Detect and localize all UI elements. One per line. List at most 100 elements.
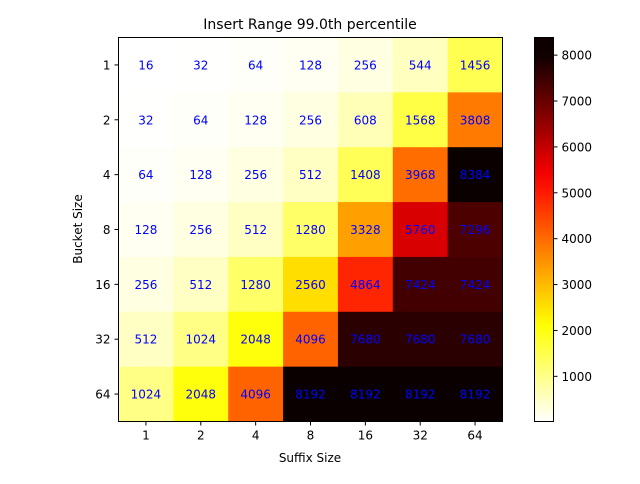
heatmap-cell <box>228 92 284 148</box>
cell-value-label: 512 <box>134 333 157 347</box>
heatmap-cell <box>118 256 174 313</box>
heatmap-cell <box>228 256 284 313</box>
heatmap-cell <box>337 147 394 203</box>
heatmap-cell <box>173 202 229 258</box>
heatmap-cell <box>337 92 394 148</box>
cell-value-label: 128 <box>299 58 322 72</box>
heatmap-cell <box>337 202 394 258</box>
x-tick-label: 1 <box>142 429 150 443</box>
heatmap-cell <box>392 256 449 313</box>
cell-value-label: 128 <box>134 223 157 237</box>
heatmap-cell <box>392 366 449 422</box>
y-axis-ticks: 1 2 4 8 16 32 64 <box>95 58 119 402</box>
colorbar-tick-label: 2000 <box>562 324 593 338</box>
y-tick-label: 2 <box>103 113 111 127</box>
cell-value-label: 2560 <box>295 278 326 292</box>
heatmap-cell <box>228 147 284 203</box>
heatmap-cell <box>283 256 339 313</box>
colorbar-tick-label: 8000 <box>562 49 593 63</box>
y-tick-label: 1 <box>103 58 111 72</box>
heatmap-cell <box>392 37 449 93</box>
heatmap-cell <box>337 311 394 368</box>
colorbar-tick-label: 7000 <box>562 95 593 109</box>
cell-value-label: 8192 <box>350 388 381 402</box>
cell-value-label: 128 <box>244 113 267 127</box>
heatmap-cell <box>118 366 174 422</box>
heatmap-cell <box>447 202 503 258</box>
cell-value-label: 512 <box>244 223 267 237</box>
colorbar-tick-label: 5000 <box>562 186 593 200</box>
colorbar-tick-label: 3000 <box>562 278 593 292</box>
cell-value-labels: 16 32 64 128 256 544 1456 32 64 128 256 608 1568 3808… <box>131 58 491 401</box>
cell-value-label: 3808 <box>460 113 491 127</box>
heatmap-cell <box>173 37 229 93</box>
colorbar-tick-label: 6000 <box>562 140 593 154</box>
x-tick-label: 4 <box>252 429 260 443</box>
heatmap-cell <box>283 366 339 422</box>
cell-value-label: 8192 <box>460 388 491 402</box>
cell-value-label: 32 <box>138 113 153 127</box>
cell-value-label: 7424 <box>405 278 436 292</box>
heatmap-cell <box>283 147 339 203</box>
cell-value-label: 256 <box>189 223 212 237</box>
heatmap-cell <box>118 202 174 258</box>
colorbar <box>534 37 554 422</box>
heatmap-cell <box>447 147 503 203</box>
x-tick-label: 16 <box>358 429 373 443</box>
heatmap-cell <box>173 92 229 148</box>
colorbar-tick-label: 4000 <box>562 232 593 246</box>
cell-value-label: 1024 <box>131 388 162 402</box>
colorbar-ticks: 1000 2000 3000 4000 5000 6000 7000 8000 <box>553 49 593 384</box>
y-tick-label: 4 <box>103 168 111 182</box>
cell-value-label: 64 <box>193 113 208 127</box>
x-axis-ticks: 1 2 4 8 16 32 64 <box>142 421 483 443</box>
x-axis-label: Suffix Size <box>279 451 341 465</box>
x-tick-label: 32 <box>413 429 428 443</box>
cell-value-label: 7680 <box>460 333 491 347</box>
chart-title: Insert Range 99.0th percentile <box>203 17 416 33</box>
x-tick-label: 8 <box>307 429 315 443</box>
heatmap-cell <box>447 256 503 313</box>
cell-value-label: 1280 <box>240 278 271 292</box>
cell-value-label: 8192 <box>295 388 326 402</box>
cell-value-label: 256 <box>134 278 157 292</box>
cell-value-label: 4096 <box>295 333 326 347</box>
cell-value-label: 256 <box>244 168 267 182</box>
cell-value-label: 5760 <box>405 223 436 237</box>
heatmap-cell <box>283 37 339 93</box>
heatmap-cell <box>447 92 503 148</box>
heatmap-cell <box>283 311 339 368</box>
cell-value-label: 3968 <box>405 168 436 182</box>
cell-value-label: 3328 <box>350 223 381 237</box>
cell-value-label: 1280 <box>295 223 326 237</box>
cell-value-label: 608 <box>354 113 377 127</box>
cell-value-label: 16 <box>138 58 153 72</box>
heatmap-cell <box>228 311 284 368</box>
y-tick-label: 8 <box>103 223 111 237</box>
cell-value-label: 1024 <box>186 333 217 347</box>
heatmap-cell <box>118 311 174 368</box>
cell-value-label: 7680 <box>405 333 436 347</box>
cell-value-label: 8384 <box>460 168 491 182</box>
cell-value-label: 544 <box>409 58 432 72</box>
heatmap-cell <box>447 37 503 93</box>
cell-value-label: 256 <box>354 58 377 72</box>
cell-value-label: 7424 <box>460 278 491 292</box>
heatmap-cell <box>118 147 174 203</box>
cell-value-label: 2048 <box>240 333 271 347</box>
heatmap-cell <box>392 147 449 203</box>
cell-value-label: 4864 <box>350 278 381 292</box>
heatmap-cell <box>447 311 503 368</box>
heatmap-cell <box>228 366 284 422</box>
cell-value-label: 7680 <box>350 333 381 347</box>
y-tick-label: 32 <box>95 333 110 347</box>
cell-value-label: 1568 <box>405 113 436 127</box>
cell-value-label: 1456 <box>460 58 491 72</box>
x-tick-label: 2 <box>197 429 205 443</box>
y-tick-label: 64 <box>95 388 110 402</box>
heatmap-cell <box>283 202 339 258</box>
heatmap-cell <box>337 366 394 422</box>
heatmap-cell <box>392 311 449 368</box>
cell-value-label: 1408 <box>350 168 381 182</box>
